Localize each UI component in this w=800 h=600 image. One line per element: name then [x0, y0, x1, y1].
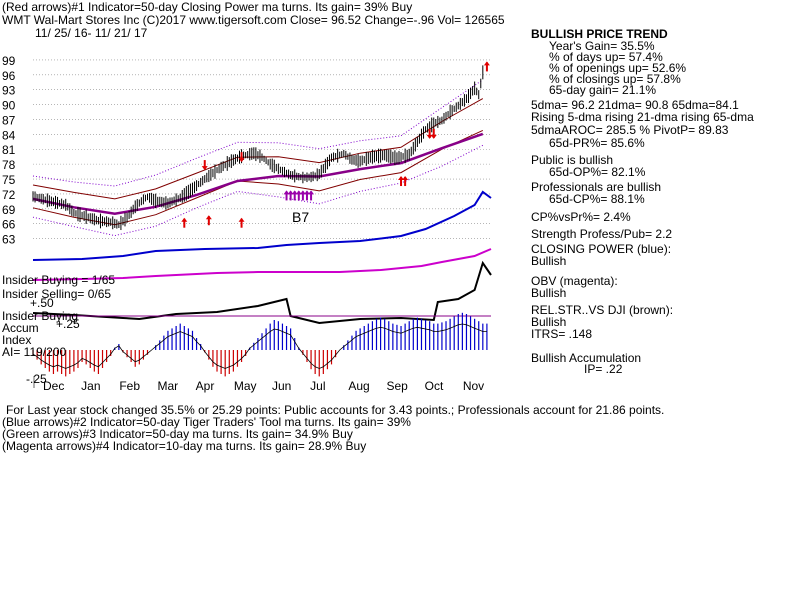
- ai-label: AI= 119/200: [2, 345, 67, 359]
- aroc-pivot: 5dmaAROC= 285.5 % PivotP= 89.83: [531, 123, 729, 137]
- cp-vs-pr: CP%vsPr%= 2.4%: [531, 210, 631, 224]
- month-label-oct: Oct: [425, 379, 444, 393]
- price-tick-90: 90: [2, 99, 16, 113]
- magenta-arrow-6-head: [308, 190, 315, 195]
- years-gain: Year's Gain= 35.5%: [549, 39, 655, 53]
- accum-signal-line: [32, 323, 487, 369]
- strength-ratio: Strength Profess/Pub= 2.2: [531, 227, 673, 241]
- month-label-apr: Apr: [196, 379, 215, 393]
- closing-power-value: Bullish: [531, 254, 567, 268]
- relstr-value: Bullish: [531, 315, 567, 329]
- itrs-value: ITRS= .148: [531, 327, 593, 341]
- month-label-aug: Aug: [348, 379, 369, 393]
- header-indicator-line: (Red arrows)#1 Indicator=50-day Closing …: [2, 0, 413, 14]
- price-tick-69: 69: [2, 203, 16, 217]
- month-label-sep: Sep: [387, 379, 409, 393]
- accumulation-title: Bullish Accumulation: [531, 351, 642, 365]
- price-tick-99: 99: [2, 54, 16, 68]
- month-label-jul: Jul: [310, 379, 325, 393]
- month-label-dec: Dec: [43, 379, 64, 393]
- op-percent: 65d-OP%= 82.1%: [549, 165, 646, 179]
- closings-up: % of closings up= 57.8%: [549, 72, 681, 86]
- ip-value: IP= .22: [584, 362, 623, 376]
- month-label-mar: Mar: [158, 379, 179, 393]
- price-tick-96: 96: [2, 69, 16, 83]
- date-range: 11/ 25/ 16- 11/ 21/ 17: [35, 26, 148, 40]
- red-up-arrow-4-head: [402, 176, 409, 181]
- red-down-arrow-3-head: [430, 134, 437, 139]
- magenta-arrow-1-head: [287, 190, 294, 195]
- footer-summary: For Last year stock changed 35.5% or 25.…: [6, 403, 665, 417]
- relative-strength-line: [32, 260, 492, 325]
- red-down-arrow-1-head: [238, 158, 245, 163]
- month-label-jan: Jan: [81, 379, 100, 393]
- price-tick-84: 84: [2, 128, 16, 142]
- red-up-arrow-0-head: [181, 217, 188, 222]
- indicator-lines: [32, 190, 492, 325]
- red-up-arrow-2-head: [238, 217, 245, 222]
- minus25-label: -.25: [26, 372, 47, 386]
- signal-arrows: [181, 61, 490, 228]
- price-tick-93: 93: [2, 84, 16, 98]
- red-down-arrow-0-head: [201, 166, 208, 171]
- obv-title: OBV (magenta):: [531, 274, 618, 288]
- annotation-b7: B7: [292, 209, 309, 225]
- moving-average-line: [32, 132, 484, 215]
- closing-power-line: [32, 190, 492, 261]
- month-label-jun: Jun: [272, 379, 291, 393]
- dotted-upper-band: [32, 79, 484, 187]
- gain-65day: 65-day gain= 21.1%: [549, 83, 657, 97]
- relstr-title: REL.STR..VS DJI (brown):: [531, 303, 674, 317]
- pr-percent: 65d-PR%= 85.6%: [549, 136, 645, 150]
- lower-band: [32, 129, 484, 226]
- month-label-may: May: [234, 379, 257, 393]
- insider-buying-label: Insider Buying = 1/65: [2, 273, 116, 287]
- plus50-label: +.50: [30, 296, 54, 310]
- obv-value: Bullish: [531, 286, 567, 300]
- footer-magenta-arrows: (Magenta arrows)#4 Indicator=10-day ma t…: [2, 439, 367, 453]
- month-axis-labels: Dec Jan Feb Mar Apr May Jun Jul Aug Sep Oct Nov: [33, 376, 484, 393]
- price-tick-81: 81: [2, 143, 16, 157]
- price-tick-66: 66: [2, 218, 16, 232]
- insider-selling-label: Insider Selling= 0/65: [2, 287, 112, 301]
- public-title: Public is bullish: [531, 153, 614, 167]
- footer-green-arrows: (Green arrows)#3 Indicator=50-day ma tur…: [2, 427, 353, 441]
- accum-label: Accum: [2, 321, 39, 335]
- accumulation-bars: [32, 312, 488, 377]
- price-tick-63: 63: [2, 233, 16, 247]
- cp-percent: 65d-CP%= 88.1%: [549, 192, 645, 206]
- red-down-arrow-2-head: [426, 134, 433, 139]
- accum-plus25-label: +.25: [56, 317, 80, 331]
- magenta-arrow-5-head: [303, 190, 310, 195]
- magenta-arrow-0-head: [283, 190, 290, 195]
- days-up: % of days up= 57.4%: [549, 50, 663, 64]
- header-stock-line: WMT Wal-Mart Stores Inc (C)2017 www.tige…: [2, 13, 505, 27]
- red-up-arrow-1-head: [205, 215, 212, 220]
- month-label-nov: Nov: [463, 379, 484, 393]
- price-gridlines: [33, 59, 491, 239]
- red-up-arrow-3-head: [398, 176, 405, 181]
- dma-values: 5dma= 96.2 21dma= 90.8 65dma=84.1: [531, 98, 739, 112]
- openings-up: % of openings up= 52.6%: [549, 61, 687, 75]
- magenta-arrow-2-head: [291, 190, 298, 195]
- trend-title: BULLISH PRICE TREND: [531, 27, 668, 41]
- index-label: Index: [2, 333, 32, 347]
- month-label-feb: Feb: [119, 379, 140, 393]
- rising-dma: Rising 5-dma rising 21-dma rising 65-dma: [531, 110, 754, 124]
- professionals-title: Professionals are bullish: [531, 180, 662, 194]
- red-up-arrow-5-head: [483, 61, 490, 66]
- magenta-arrow-3-head: [295, 190, 302, 195]
- price-tick-75: 75: [2, 173, 16, 187]
- obv-line: [32, 248, 492, 281]
- price-tick-72: 72: [2, 188, 16, 202]
- footer-blue-arrows: (Blue arrows)#2 Indicator=50-day Tiger T…: [2, 415, 411, 429]
- closing-power-title: CLOSING POWER (blue):: [531, 242, 672, 256]
- price-series: [32, 65, 484, 231]
- price-tick-78: 78: [2, 158, 16, 172]
- magenta-arrow-4-head: [299, 190, 306, 195]
- insider-buying-label-2: Insider Buying: [2, 309, 79, 323]
- price-tick-87: 87: [2, 113, 16, 127]
